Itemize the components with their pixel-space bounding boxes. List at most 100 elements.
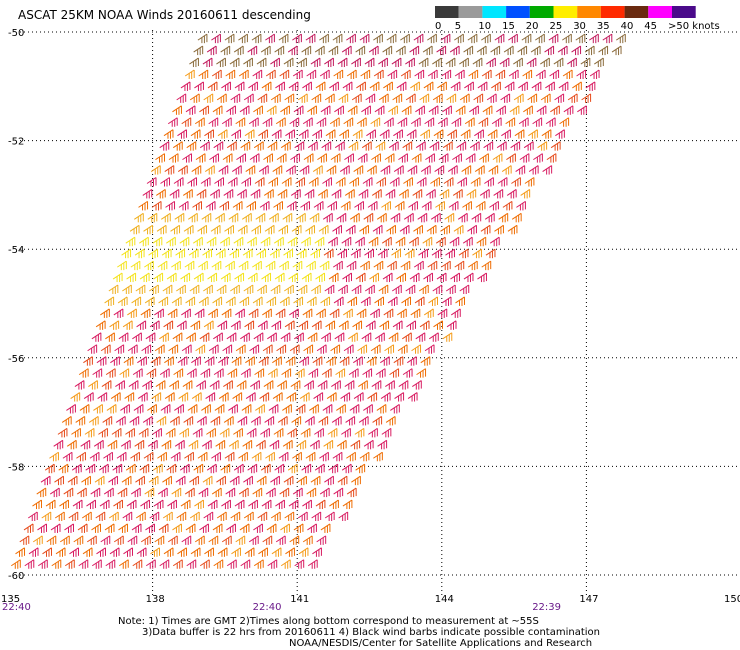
wind-barb (151, 200, 162, 211)
wind-barb (107, 439, 118, 450)
wind-barb (469, 141, 480, 151)
wind-barb (502, 200, 513, 211)
wind-barb (567, 57, 577, 68)
wind-barb (84, 427, 95, 438)
wind-barb (53, 439, 64, 450)
wind-barb (54, 511, 65, 521)
wind-barb (403, 212, 414, 223)
wind-barb (415, 332, 426, 342)
wind-barb (66, 439, 77, 450)
wind-barb (352, 320, 363, 330)
wind-barb (71, 427, 81, 438)
wind-barb (417, 212, 428, 223)
wind-barb (332, 451, 343, 462)
wind-barb (393, 356, 404, 366)
wind-barb (442, 332, 453, 342)
wind-barb (426, 224, 437, 235)
wind-barb (165, 427, 176, 438)
wind-barb (376, 404, 387, 414)
wind-barb (356, 308, 367, 318)
wind-barb (71, 463, 82, 474)
wind-barb (89, 451, 100, 462)
wind-barb (401, 332, 412, 342)
wind-barb (308, 368, 319, 378)
wind-barb (242, 248, 253, 259)
wind-barb (247, 272, 258, 283)
wind-barb (496, 141, 507, 151)
wind-barb (213, 141, 224, 151)
wind-barb (185, 296, 196, 306)
wind-barb (489, 200, 499, 211)
wind-barb (371, 153, 381, 163)
wind-barb (142, 189, 153, 199)
wind-barb (442, 141, 453, 151)
wind-barb (130, 487, 141, 498)
wind-barb (342, 499, 353, 510)
wind-barb (305, 451, 316, 462)
wind-barb (260, 45, 271, 56)
wind-barb (236, 189, 247, 199)
wind-barb (273, 427, 284, 438)
wind-barb (15, 547, 26, 557)
wind-barb (106, 404, 117, 414)
wind-barb (204, 356, 215, 366)
wind-barb (95, 320, 106, 330)
wind-barb (450, 272, 460, 283)
wind-barb (373, 33, 383, 44)
wind-barb (210, 224, 221, 235)
wind-barb (125, 463, 136, 474)
wind-barb (294, 559, 305, 569)
wind-barb (153, 499, 164, 510)
wind-barb (380, 356, 390, 366)
wind-barb (126, 272, 137, 283)
wind-barb (558, 81, 569, 91)
wind-barb (328, 463, 339, 474)
wind-barb (514, 129, 525, 139)
wind-barb (117, 296, 128, 306)
wind-barb (288, 81, 299, 91)
lat-tick-label: -58 (8, 462, 24, 473)
wind-barb (449, 236, 460, 247)
wind-barb (418, 284, 429, 295)
wind-barb (163, 129, 174, 139)
wind-barb (353, 392, 364, 402)
wind-barb (338, 320, 349, 330)
wind-barb (240, 141, 251, 151)
wind-barb (305, 260, 316, 271)
wind-barb (277, 416, 288, 426)
wind-barb (253, 332, 264, 342)
wind-barb (160, 404, 171, 414)
wind-barb (208, 117, 219, 127)
wind-barb (245, 392, 256, 402)
wind-barb (493, 189, 504, 199)
wind-barb (149, 284, 159, 295)
legend-swatch (529, 6, 554, 18)
wind-barb (250, 416, 261, 426)
wind-barb (157, 260, 168, 271)
time-label: 22:39 (532, 602, 561, 613)
wind-barb (367, 392, 378, 402)
wind-barb (473, 93, 484, 103)
wind-barb (299, 356, 309, 366)
wind-barb (184, 260, 195, 271)
wind-barb (181, 344, 192, 354)
wind-barb (385, 380, 395, 390)
wind-barb (70, 392, 81, 402)
wind-barb (234, 499, 245, 510)
wind-barb (310, 57, 321, 68)
wind-barb (207, 81, 218, 91)
wind-barb (429, 141, 440, 151)
wind-barb (427, 260, 438, 271)
wind-barb (284, 93, 295, 103)
wind-barb (83, 392, 94, 402)
wind-barb (235, 308, 245, 318)
wind-barb (165, 200, 176, 211)
wind-barb (145, 523, 155, 533)
wind-barb (292, 69, 303, 79)
wind-barb (324, 475, 334, 486)
wind-barb (433, 320, 444, 330)
wind-barb (139, 272, 150, 283)
wind-barb (66, 404, 76, 414)
axis-labels: -50 -52 -54 -56 -58 -60 135 138 141 144 147 150 22:4… (1, 28, 740, 613)
wind-barb (254, 368, 265, 378)
